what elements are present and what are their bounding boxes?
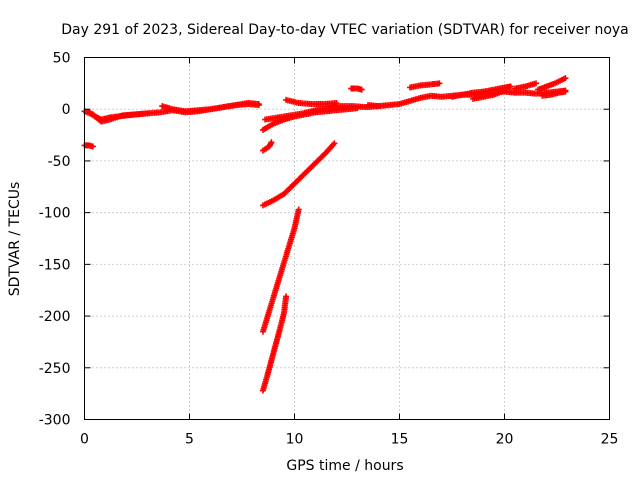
data-trace [260,206,302,335]
x-tick-label: 0 [80,432,89,448]
data-trace [81,142,96,150]
y-tick-label: -50 [48,154,71,170]
data-point [295,206,302,213]
data-trace [159,101,262,115]
data-point [436,80,443,87]
data-point [89,143,96,150]
x-tick-label: 5 [185,432,194,448]
y-tick-label: -100 [39,206,71,222]
data-point [331,140,338,147]
data-point [255,102,262,109]
x-tick-label: 10 [286,432,304,448]
data-trace [260,140,338,209]
data-points [81,75,569,394]
y-tick-label: -150 [39,257,71,273]
y-tick-label: -250 [39,361,71,377]
x-axis-label: GPS time / hours [286,458,403,474]
data-point [333,100,340,107]
x-tick-label: 15 [391,432,409,448]
data-trace [85,109,151,123]
data-point [268,139,275,146]
y-tick-label: 50 [53,51,71,67]
data-trace [470,87,508,102]
data-trace [407,80,443,91]
y-axis-label: SDTVAR / TECUs [7,182,23,297]
chart-title: Day 291 of 2023, Sidereal Day-to-day VTE… [61,22,629,38]
x-tick-label: 20 [496,432,514,448]
data-point [507,83,514,90]
data-point [283,293,290,300]
y-tick-label: -200 [39,309,71,325]
data-point [144,110,151,117]
data-trace [260,293,290,394]
y-tick-label: -300 [39,413,71,429]
plot-frame [84,57,610,420]
data-point [562,88,569,95]
data-point [562,75,569,82]
data-trace [539,88,569,99]
data-trace [260,139,275,154]
data-trace [512,80,539,92]
y-tick-label: 0 [62,102,71,118]
data-point [501,87,508,94]
data-trace [348,85,365,93]
y-axis-ticks: -300 -250 -200 -150 -100 -50 0 50 [39,51,610,429]
data-trace [81,100,262,125]
x-tick-label: 25 [601,432,619,448]
x-axis-ticks: 0 5 10 15 20 25 [80,57,619,448]
data-trace [262,103,382,123]
data-point [533,80,539,87]
data-trace [283,96,340,108]
data-trace [535,75,569,93]
data-point [358,86,365,93]
